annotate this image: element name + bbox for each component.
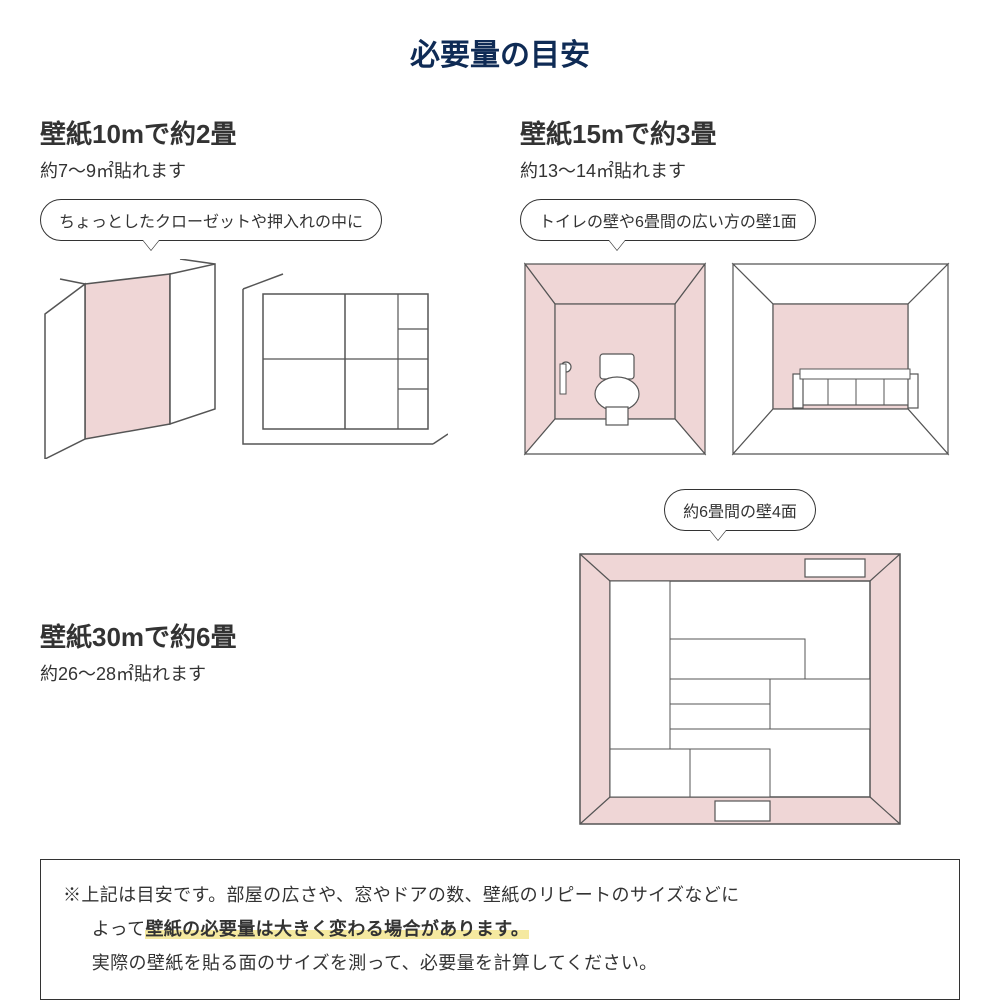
note-line1: ※上記は目安です。部屋の広さや、窓やドアの数、壁紙のリピートのサイズなどに — [63, 878, 937, 912]
info-grid: 壁紙10mで約2畳 約7～9㎡貼れます ちょっとしたクローゼットや押入れの中に — [40, 114, 960, 829]
sub-10m: 約7～9㎡貼れます — [40, 157, 480, 183]
note-line3: 実際の壁紙を貼る面のサイズを測って、必要量を計算してください。 — [63, 946, 937, 980]
toilet-illustration — [520, 259, 710, 459]
room-wall-illustration — [728, 259, 953, 459]
section-10m: 壁紙10mで約2畳 約7～9㎡貼れます ちょっとしたクローゼットや押入れの中に — [40, 114, 480, 459]
sub-30m: 約26～28㎡貼れます — [40, 660, 480, 686]
note-line2-prefix: よって — [92, 919, 146, 939]
note-highlight: 壁紙の必要量は大きく変わる場合があります。 — [145, 919, 529, 939]
bubble-10m: ちょっとしたクローゼットや押入れの中に — [40, 199, 382, 241]
note-box: ※上記は目安です。部屋の広さや、窓やドアの数、壁紙のリピートのサイズなどに よっ… — [40, 859, 960, 1000]
heading-10m: 壁紙10mで約2畳 — [40, 114, 480, 151]
closet-illustration — [40, 259, 220, 459]
bubble-15m: トイレの壁や6畳間の広い方の壁1面 — [520, 199, 816, 241]
room-plan-illustration — [575, 549, 905, 829]
heading-15m: 壁紙15mで約3畳 — [520, 114, 960, 151]
section-15m: 壁紙15mで約3畳 約13～14㎡貼れます トイレの壁や6畳間の広い方の壁1面 — [520, 114, 960, 459]
section-30m: 壁紙30mで約6畳 約26～28㎡貼れます — [40, 617, 480, 702]
page-title: 必要量の目安 — [40, 30, 960, 74]
note-line2: よって壁紙の必要量は大きく変わる場合があります。 — [63, 912, 937, 946]
bubble-30m: 約6畳間の壁4面 — [664, 489, 816, 531]
oshiire-illustration — [238, 269, 448, 459]
section-30m-illus: 約6畳間の壁4面 — [520, 489, 960, 829]
heading-30m: 壁紙30mで約6畳 — [40, 617, 480, 654]
sub-15m: 約13～14㎡貼れます — [520, 157, 960, 183]
